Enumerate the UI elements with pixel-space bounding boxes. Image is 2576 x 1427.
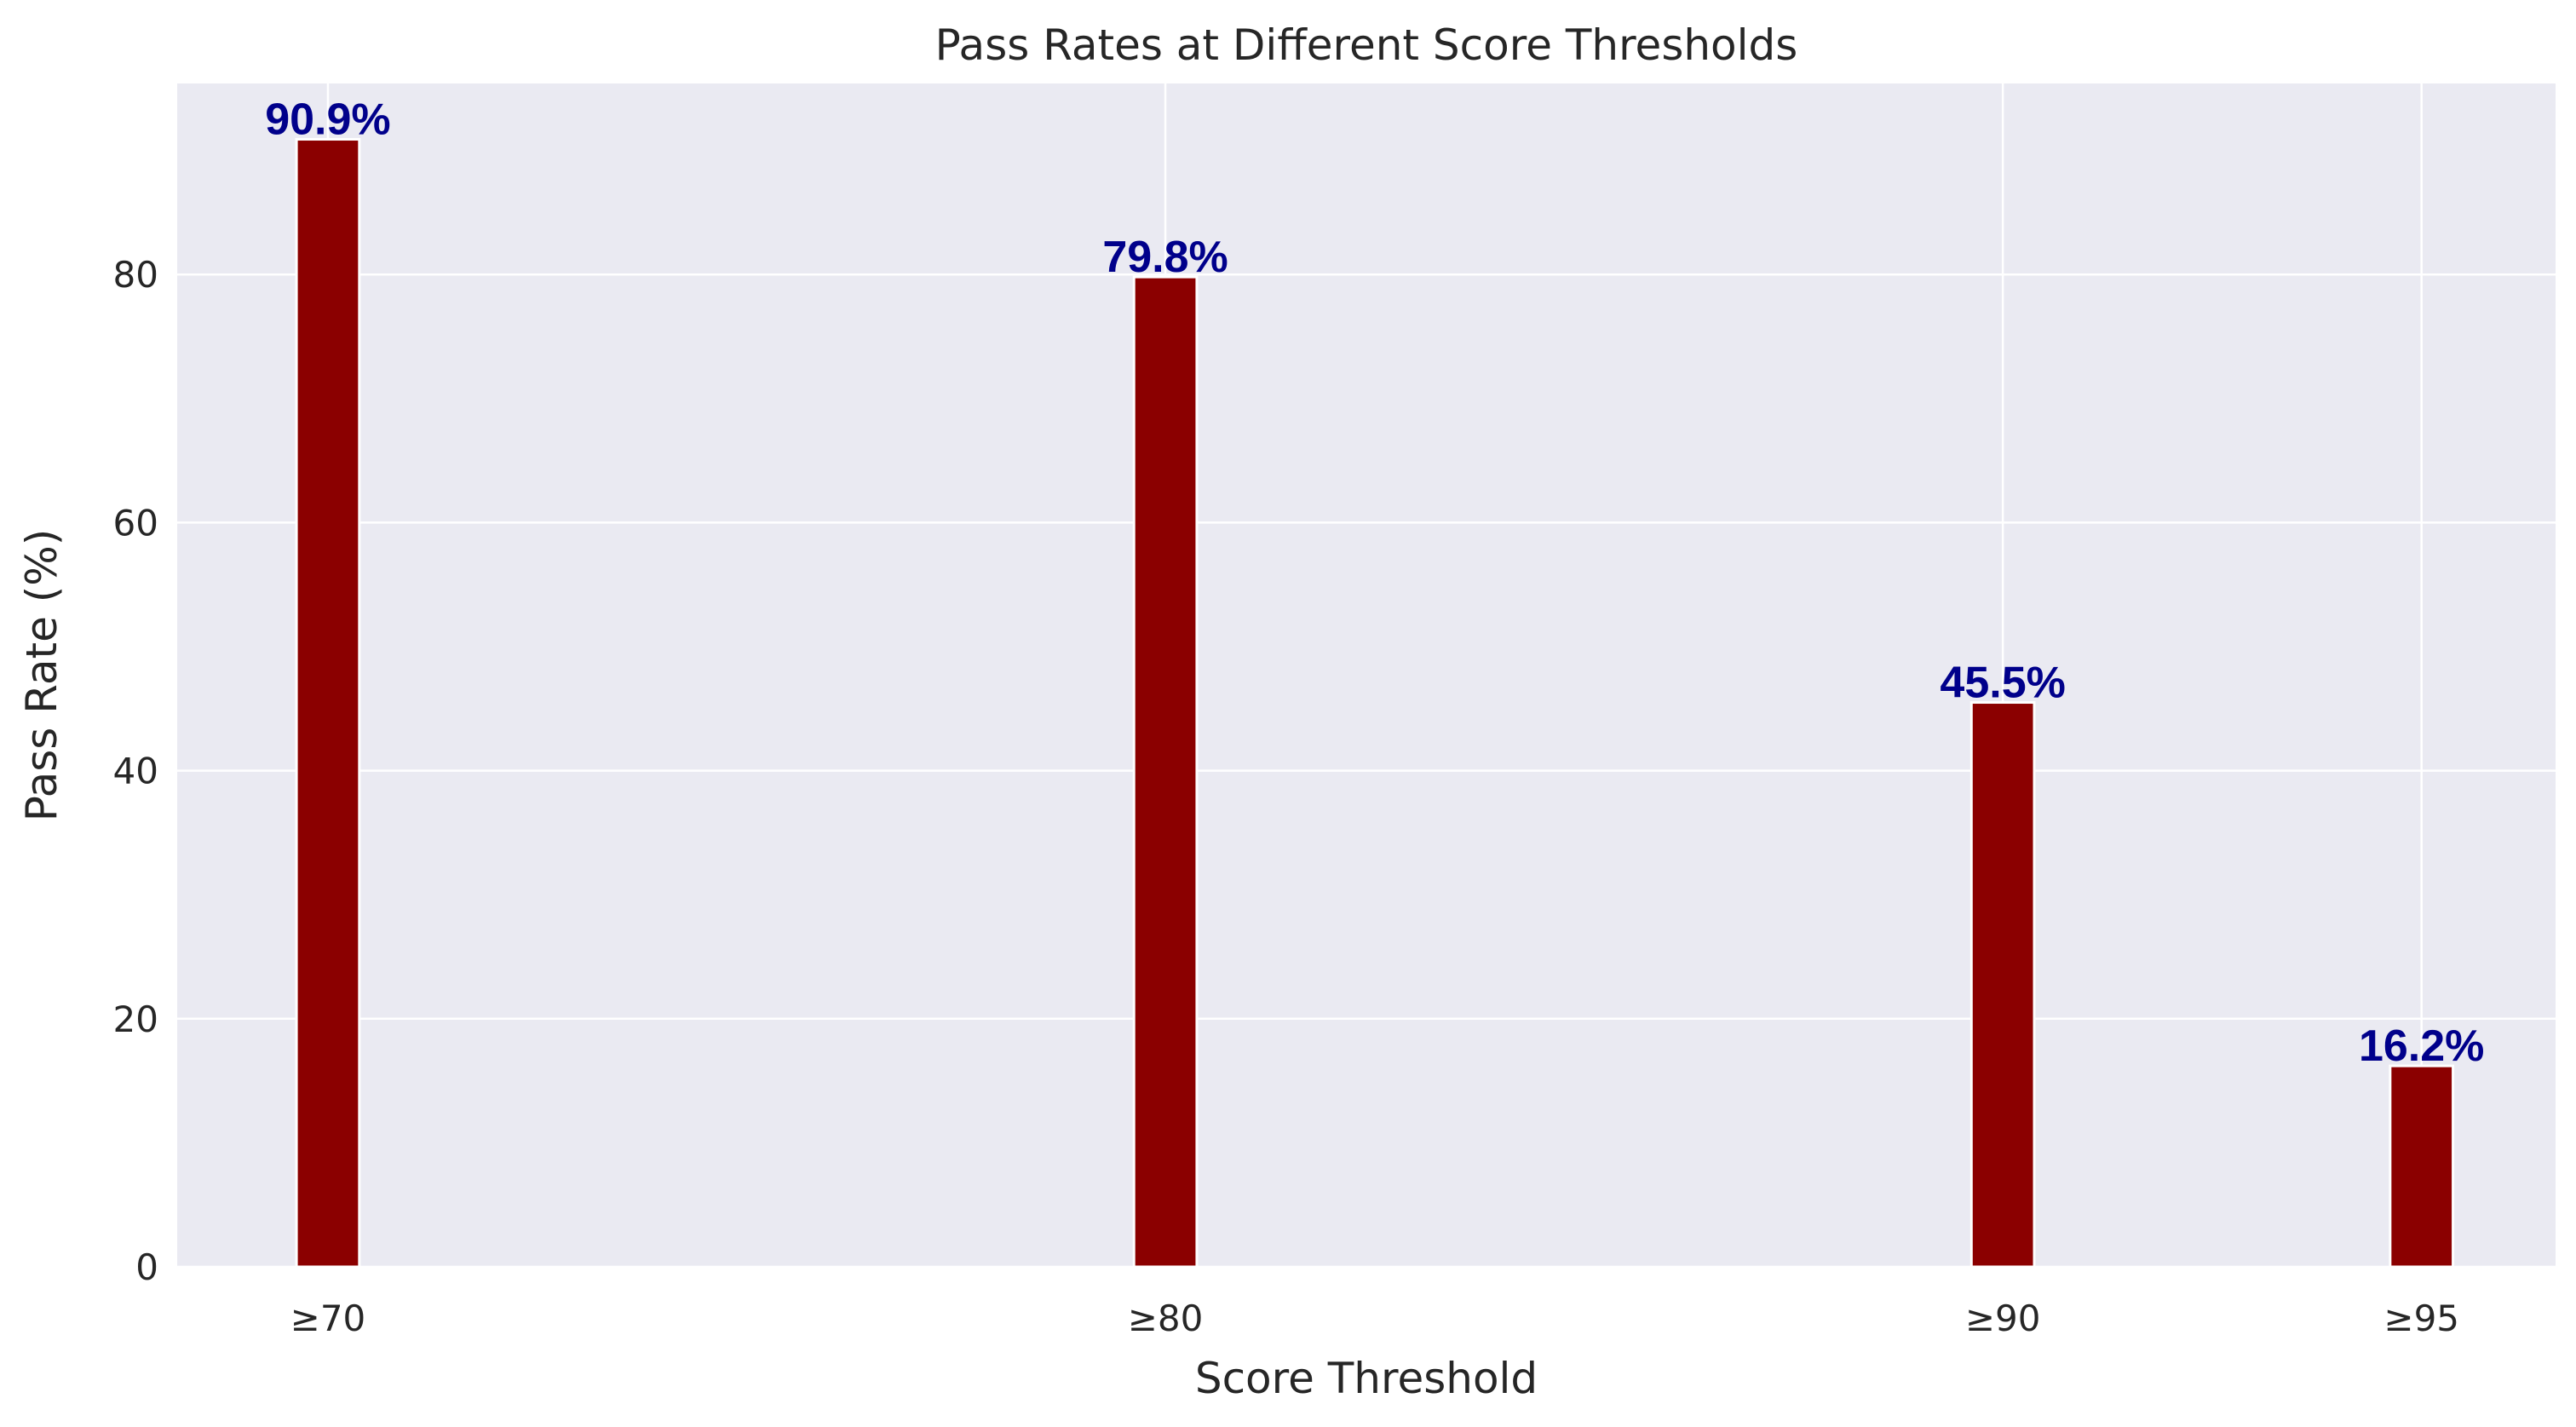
y-tick-label: 0 xyxy=(135,1246,158,1288)
bar xyxy=(2389,1064,2455,1269)
data-label: 16.2% xyxy=(2359,1021,2484,1071)
plot-area xyxy=(177,83,2556,1267)
data-label: 79.8% xyxy=(1102,233,1228,282)
x-tick-labels: ≥70 ≥80 ≥90 ≥95 xyxy=(290,1298,2459,1339)
y-tick-label: 40 xyxy=(113,751,158,792)
chart-title: Pass Rates at Different Score Thresholds xyxy=(935,20,1798,70)
data-label: 45.5% xyxy=(1940,659,2065,708)
x-tick-label: ≥70 xyxy=(290,1298,366,1339)
data-label: 90.9% xyxy=(265,95,390,145)
y-tick-labels: 0 20 40 60 80 xyxy=(113,254,158,1288)
x-tick-label: ≥80 xyxy=(1128,1298,1204,1339)
bar xyxy=(1132,275,1199,1269)
y-tick-label: 20 xyxy=(113,998,158,1040)
x-axis-label: Score Threshold xyxy=(1195,1354,1538,1403)
x-tick-label: ≥90 xyxy=(1965,1298,2041,1339)
bar xyxy=(1969,701,2036,1269)
y-tick-label: 60 xyxy=(113,502,158,544)
y-axis-label: Pass Rate (%) xyxy=(17,529,66,822)
y-tick-label: 80 xyxy=(113,254,158,296)
bars xyxy=(295,138,2455,1269)
bar xyxy=(295,138,361,1269)
x-tick-label: ≥95 xyxy=(2383,1298,2459,1339)
data-labels: 90.9% 79.8% 45.5% 16.2% xyxy=(265,95,2484,1072)
